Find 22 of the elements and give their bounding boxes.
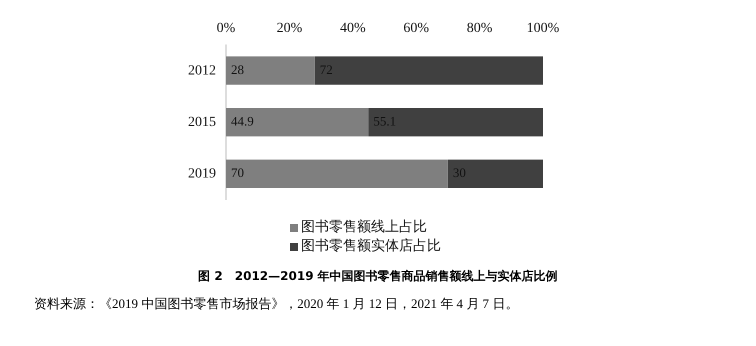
x-tick-label: 100% <box>526 21 560 36</box>
x-tick-label: 60% <box>403 21 430 36</box>
y-tick-label: 2015 <box>188 114 216 130</box>
x-tick-label: 0% <box>216 21 236 36</box>
x-tick-label: 40% <box>340 21 366 36</box>
bar <box>226 108 368 136</box>
bar <box>368 108 543 136</box>
bar <box>448 160 543 188</box>
y-tick-label: 2012 <box>188 63 216 78</box>
y-tick-label: 2019 <box>188 166 216 182</box>
bar <box>226 56 315 85</box>
legend-label: 图书零售额线上占比 <box>301 218 427 237</box>
bar <box>226 160 448 188</box>
text: 图 2 2012—2019 年中国图书零售商品销售额线上与实体店比例 <box>197 268 559 285</box>
legend-label: 图书零售额实体店占比 <box>301 237 441 256</box>
text: 资料来源：《2019 中国图书零售市场报告》，2020 年 1 月 12 日，2021 年 4 月 7 日。 <box>33 295 520 313</box>
data-label: 44.9 <box>231 114 254 129</box>
bar <box>314 56 543 85</box>
data-label: 70 <box>231 165 244 180</box>
data-label: 28 <box>231 62 244 78</box>
x-tick-label: 80% <box>466 21 493 36</box>
x-tick-label: 20% <box>276 21 303 36</box>
